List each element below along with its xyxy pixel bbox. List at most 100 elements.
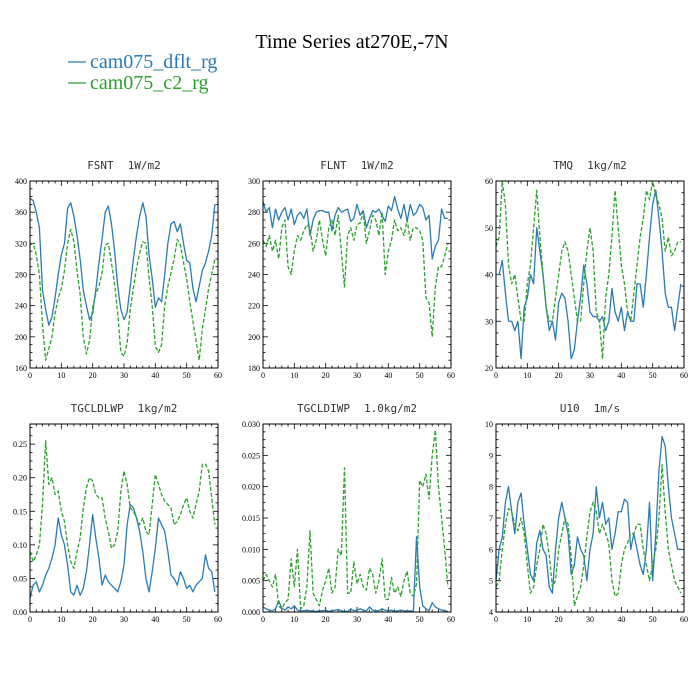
y-tick-label: 0.00: [13, 608, 27, 617]
x-tick-label: 10: [290, 371, 298, 380]
y-tick-label: 220: [248, 302, 260, 311]
y-tick-label: 280: [248, 208, 260, 217]
chart-title: Time Series at270E,-7N: [255, 31, 448, 53]
series-line-dflt: [263, 195, 448, 260]
panels: FSNT 1W/m20 10 20 30 40 50 60160200240280320360…: [13, 159, 688, 624]
axes-frame: [29, 180, 219, 369]
panel-title-unit: 1kg/m2: [587, 159, 627, 172]
x-tick-label: 20: [89, 615, 97, 624]
y-tick-label: 60: [485, 177, 493, 186]
x-tick-label: 10: [57, 615, 65, 624]
panel-title-unit: 1W/m2: [361, 159, 394, 172]
x-tick-label: 40: [151, 371, 159, 380]
x-tick-label: 60: [447, 371, 455, 380]
x-tick-label: 30: [586, 371, 594, 380]
series-line-dflt: [30, 197, 216, 326]
axes-frame: [262, 180, 452, 369]
y-tick-label: 0.030: [242, 420, 260, 429]
series-line-dflt: [496, 435, 681, 594]
y-tick-label: 20: [485, 364, 493, 373]
y-tick-label: 0.025: [242, 451, 260, 460]
x-tick-label: 30: [120, 371, 128, 380]
x-tick-label: 20: [322, 371, 330, 380]
panel-tgcldlwp: TGCLDLWP 1kg/m2 0 10 20 30 40 50 60 0.00 0.05 0.10 0…: [13, 402, 222, 624]
panel-title: FLNT 1W/m2: [320, 159, 394, 172]
panel-title-unit: 1W/m2: [128, 159, 161, 172]
y-tick-label: 300: [248, 177, 260, 186]
panel-title-unit: 1m/s: [594, 402, 621, 415]
x-tick-label: 60: [680, 615, 688, 624]
x-tick-label: 60: [447, 615, 455, 624]
y-tick-label: 40: [485, 271, 493, 280]
panel-title: TMQ 1kg/m2: [553, 159, 627, 172]
series-line-dflt: [496, 189, 682, 360]
x-tick-label: 0: [261, 371, 265, 380]
y-tick-label: 240: [248, 271, 260, 280]
x-tick-label: 50: [649, 615, 657, 624]
panel-title-name: TGCLDLWP: [71, 402, 124, 415]
x-tick-label: 40: [617, 615, 625, 624]
x-tick-label: 60: [680, 371, 688, 380]
y-tick-label: 0.10: [13, 541, 27, 550]
panel-title-name: U10: [560, 402, 580, 415]
x-tick-label: 40: [384, 371, 392, 380]
y-tick-label: 0.015: [242, 514, 260, 523]
y-tick-label: 0.20: [13, 474, 27, 483]
x-tick-label: 30: [353, 371, 361, 380]
x-tick-label: 20: [555, 371, 563, 380]
panel-title: U10 1m/s: [560, 402, 620, 415]
y-tick-label: 400: [15, 177, 27, 186]
y-tick-label: 4: [489, 608, 493, 617]
y-tick-label: 180: [248, 364, 260, 373]
x-tick-label: 30: [353, 615, 361, 624]
x-tick-label: 50: [183, 615, 191, 624]
y-tick-label: 0.010: [242, 545, 260, 554]
y-tick-label: 10: [485, 420, 493, 429]
y-tick-label: 0.25: [13, 440, 27, 449]
x-tick-label: 10: [57, 371, 65, 380]
x-tick-label: 50: [416, 371, 424, 380]
panel-title-unit: 1kg/m2: [138, 402, 178, 415]
panel-title: FSNT 1W/m2: [87, 159, 161, 172]
x-tick-label: 20: [89, 371, 97, 380]
series-line-c2: [496, 181, 681, 360]
x-tick-label: 0: [28, 371, 32, 380]
axes-frame: [495, 423, 685, 613]
y-tick-label: 8: [489, 483, 493, 492]
x-tick-label: 40: [384, 615, 392, 624]
x-tick-label: 30: [586, 615, 594, 624]
x-tick-label: 40: [151, 615, 159, 624]
y-tick-label: 240: [15, 302, 27, 311]
panel-title-unit: 1.0kg/m2: [364, 402, 417, 415]
x-tick-label: 60: [214, 615, 222, 624]
y-tick-label: 320: [15, 239, 27, 248]
y-tick-label: 200: [15, 333, 27, 342]
x-tick-label: 0: [28, 615, 32, 624]
series-line-c2: [263, 211, 449, 338]
x-tick-label: 40: [617, 371, 625, 380]
x-tick-label: 20: [555, 615, 563, 624]
series-line-c2: [263, 429, 449, 610]
y-tick-label: 360: [15, 208, 27, 217]
x-tick-label: 60: [214, 371, 222, 380]
axes-frame: [495, 180, 685, 369]
legend: cam075_dflt_rg cam075_c2_rg: [68, 51, 217, 94]
panel-fsnt: FSNT 1W/m2 0 10 20 30 40 50 60 160 200 240 280 320 360…: [15, 159, 222, 380]
x-tick-label: 10: [523, 615, 531, 624]
series-line-c2: [30, 440, 216, 570]
panel-title: TGCLDLWP 1kg/m2: [71, 402, 178, 415]
y-tick-label: 0.005: [242, 577, 260, 586]
panel-tmq: TMQ 1kg/m2 0 10 20 30 40 50 60 20 30 40 50 60: [485, 159, 688, 380]
panel-title-name: FSNT: [87, 159, 114, 172]
x-tick-label: 10: [290, 615, 298, 624]
series-line-c2: [496, 464, 682, 607]
x-tick-label: 50: [416, 615, 424, 624]
x-tick-label: 20: [322, 615, 330, 624]
x-tick-label: 0: [494, 371, 498, 380]
panel-flnt: FLNT 1W/m2 0 10 20 30 40 50 60 180 200 220 240 260 280…: [248, 159, 455, 380]
y-tick-label: 5: [489, 577, 493, 586]
y-tick-label: 160: [15, 364, 27, 373]
x-tick-label: 0: [261, 615, 265, 624]
y-tick-label: 0.000: [242, 608, 260, 617]
y-tick-label: 280: [15, 271, 27, 280]
